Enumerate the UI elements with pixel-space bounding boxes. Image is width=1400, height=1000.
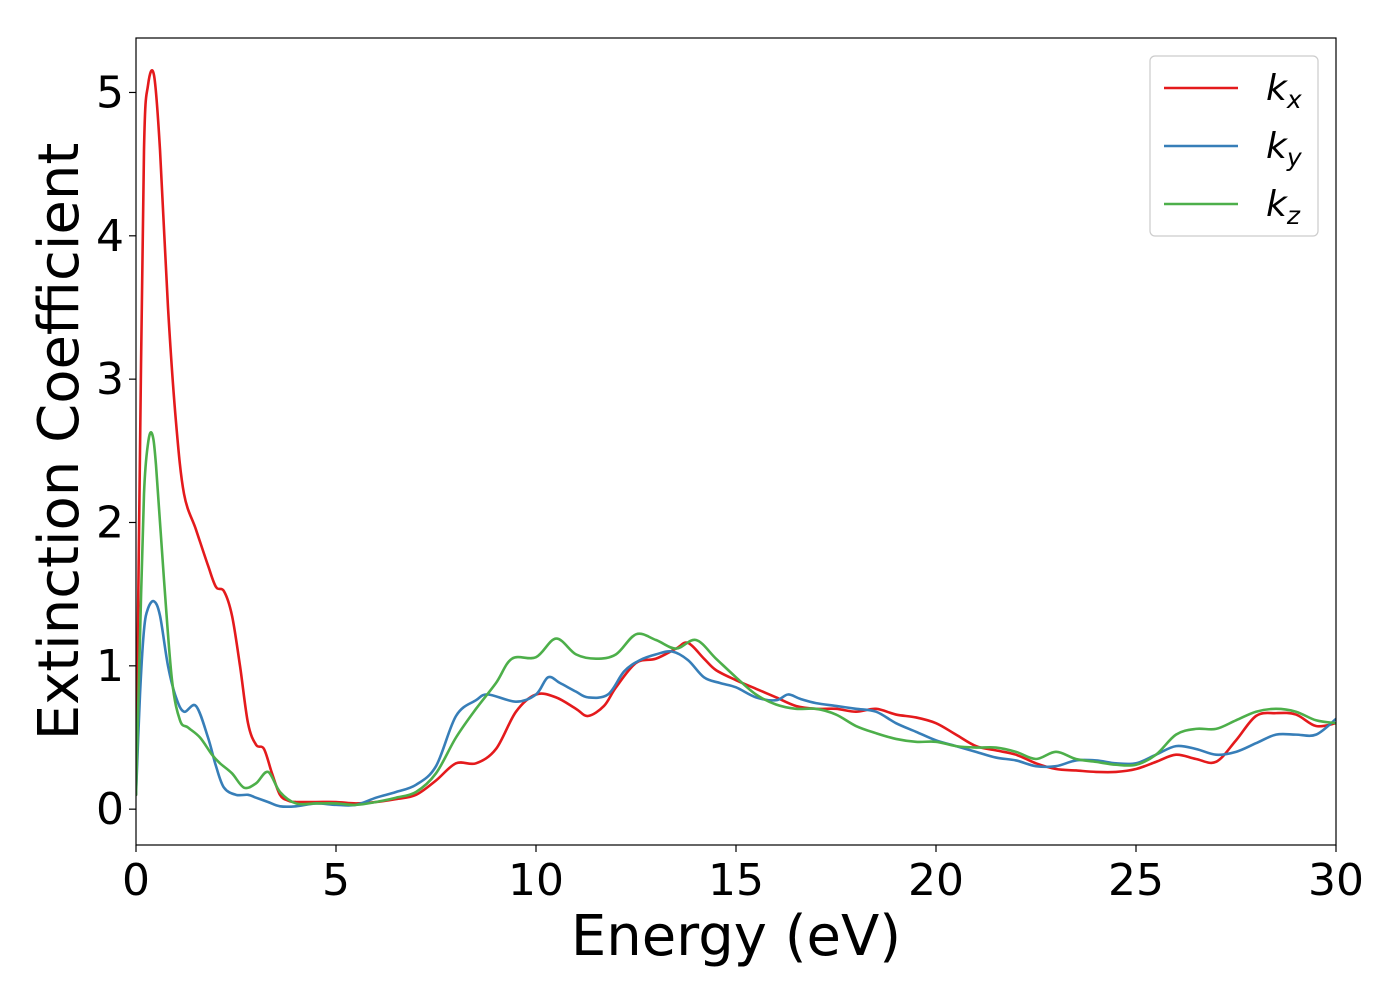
legend-label-x: kx [1266,68,1302,114]
axes-layer: 0 5 10 15 20 25 30 0 1 2 3 4 5 Energy (eV) Extinction … [27,37,1364,969]
x-tick-label: 10 [508,855,564,906]
y-tick-label: 4 [96,211,124,262]
plot-layer [136,69,1336,809]
x-axis-title: Energy (eV) [571,904,901,969]
x-tick-label: 5 [322,855,350,906]
y-tick-label: 2 [96,497,124,548]
legend-label-z: kz [1266,184,1301,230]
y-tick-label: 0 [96,784,124,835]
x-tick-label: 25 [1108,855,1164,906]
series-line-y [136,599,1336,809]
y-axis-title: Extinction Coefficient [27,143,92,741]
y-tick-label: 1 [96,641,124,692]
x-tick-label: 0 [122,855,150,906]
y-tick-label: 3 [96,354,124,405]
x-tick-label: 15 [708,855,764,906]
x-tick-label: 20 [908,855,964,906]
legend-label-y: ky [1266,126,1303,172]
x-tick-label: 30 [1308,855,1364,906]
series-line-z [136,430,1336,807]
y-tick-label: 5 [96,67,124,118]
series-group [136,69,1336,809]
series-line-x [136,69,1336,805]
legend: kx ky kz [1149,55,1319,237]
